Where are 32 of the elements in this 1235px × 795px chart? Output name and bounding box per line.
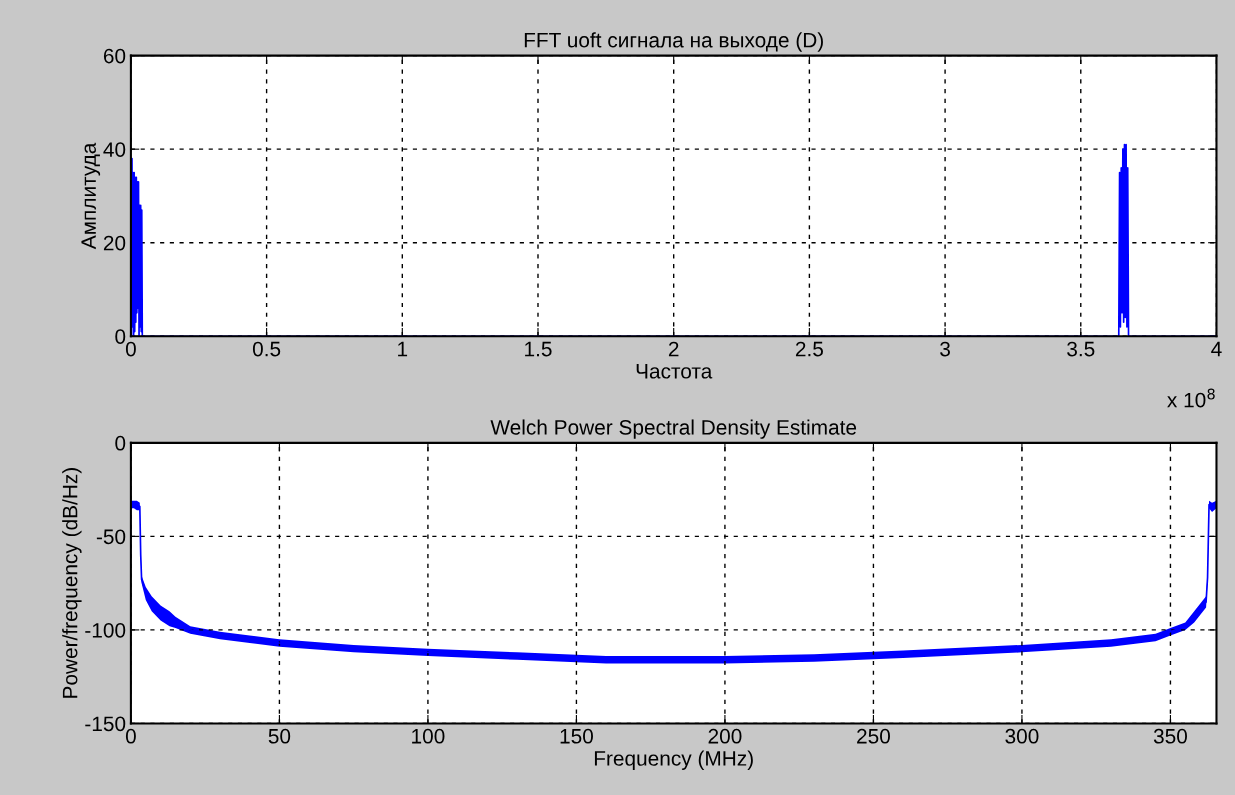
x-tick-label: 2 [668, 341, 679, 357]
text: x 10$^{8}$ [1167, 388, 1215, 408]
x-tick-label: 350 [1153, 728, 1188, 744]
y-tick-label: -100 [85, 622, 126, 638]
x-tick-label: 1 [398, 341, 408, 357]
y-tick-label: -150 [85, 716, 126, 732]
y-tick-label: -50 [96, 529, 126, 545]
x-tick-label: 0 [125, 341, 136, 357]
x-tick-label: 2.5 [795, 341, 823, 357]
x-tick-label: 300 [1005, 728, 1039, 744]
x-tick-label: 3 [940, 341, 950, 357]
y-tick-label: 60 [103, 48, 126, 64]
chart-title: Welch Power Spectral Density Estimate [490, 419, 857, 439]
y-axis-title: Power/frequency (dB/Hz) [62, 468, 82, 698]
x-tick-label: 1.5 [525, 341, 552, 357]
chart-title: FFT uoft сигнала на выходе (D) [524, 32, 823, 52]
x-tick-label: 150 [560, 728, 593, 744]
x-tick-label: 0.5 [252, 341, 281, 357]
x-tick-label: 0 [125, 728, 136, 744]
y-tick-label: 0 [115, 329, 126, 344]
x-tick-label: 4 [1211, 341, 1222, 357]
x-axis-title: Frequency (MHz) [594, 750, 753, 770]
y-tick-label: 40 [103, 142, 126, 157]
x-tick-label: 100 [412, 728, 445, 744]
x-axis-title: Частота [636, 364, 713, 379]
y-axis-title: Амплитуда [81, 142, 101, 250]
x-tick-label: 250 [857, 728, 890, 744]
x-tick-label: 50 [268, 728, 291, 744]
y-tick-label: 0 [115, 435, 126, 451]
y-tick-label: 20 [103, 235, 126, 251]
x-tick-label: 200 [708, 728, 742, 744]
x-tick-label: 3.5 [1067, 341, 1095, 357]
